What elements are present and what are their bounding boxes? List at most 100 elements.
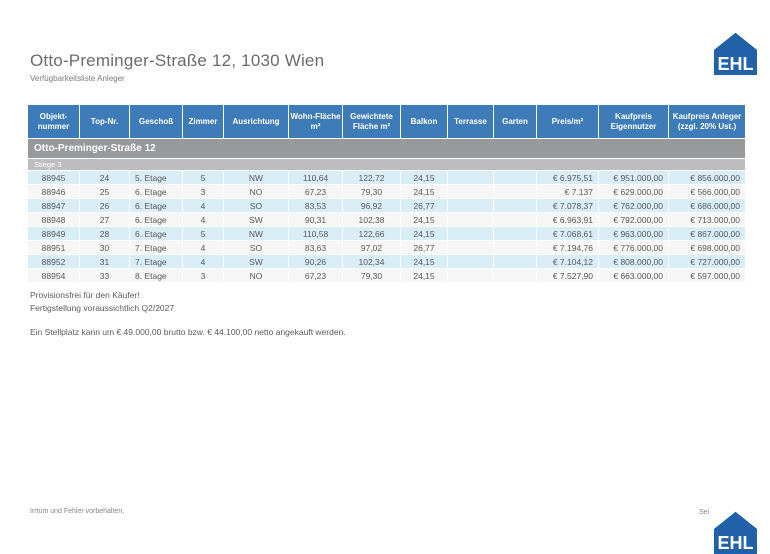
table-cell: 122,72 bbox=[342, 170, 401, 185]
column-header: Geschoß bbox=[129, 104, 183, 139]
table-cell: € 727.000,00 bbox=[668, 254, 746, 269]
table-cell bbox=[493, 226, 537, 241]
table-cell: 4 bbox=[182, 198, 224, 213]
table-cell: € 7.194,76 bbox=[536, 240, 599, 255]
table-cell bbox=[447, 240, 494, 255]
table-cell bbox=[493, 240, 537, 255]
table-cell bbox=[493, 198, 537, 213]
table-cell: 88951 bbox=[27, 240, 80, 255]
table-cell bbox=[493, 184, 537, 199]
table-cell: NO bbox=[223, 184, 289, 199]
table-cell: € 7.068,61 bbox=[536, 226, 599, 241]
table-cell: 88952 bbox=[27, 254, 80, 269]
table-row: 88947 26 6. Etage 4 SO 83,53 96,92 26,77 € 7.078… bbox=[27, 198, 746, 213]
table-cell: 79,30 bbox=[342, 184, 401, 199]
table-cell bbox=[493, 170, 537, 185]
table-cell: 24,15 bbox=[400, 170, 448, 185]
svg-text:EHL: EHL bbox=[718, 533, 754, 553]
table-cell: € 856.000,00 bbox=[668, 170, 746, 185]
table-cell: € 713.000,00 bbox=[668, 212, 746, 227]
page-subtitle: Verfügbarkeitsliste Anleger bbox=[30, 74, 125, 83]
table-cell bbox=[447, 226, 494, 241]
table-cell: 102,38 bbox=[342, 212, 401, 227]
column-header: Gewichtete Fläche m² bbox=[342, 104, 401, 139]
page-title: Otto-Preminger-Straße 12, 1030 Wien bbox=[30, 51, 325, 70]
column-header: Garten bbox=[493, 104, 537, 139]
table-cell: 30 bbox=[79, 240, 130, 255]
table-cell: € 951.000,00 bbox=[598, 170, 669, 185]
column-header: Objekt-nummer bbox=[27, 104, 80, 139]
table-cell: 122,66 bbox=[342, 226, 401, 241]
table-cell bbox=[493, 254, 537, 269]
table-cell: € 963.000,00 bbox=[598, 226, 669, 241]
table-cell: € 867.000,00 bbox=[668, 226, 746, 241]
table-cell: € 698.000,00 bbox=[668, 240, 746, 255]
table-cell bbox=[447, 212, 494, 227]
table-cell: € 6.963,91 bbox=[536, 212, 599, 227]
notes-block: Provisionsfrei für den Käufer! Fertigste… bbox=[30, 289, 346, 339]
table-cell bbox=[447, 184, 494, 199]
table-cell: 7. Etage bbox=[129, 254, 183, 269]
table-cell: 24,15 bbox=[400, 268, 448, 283]
column-header: Kaufpreis Eigennutzer bbox=[598, 104, 669, 139]
table-body: Otto-Preminger-Straße 12 Stiege 3 88945 2… bbox=[27, 138, 746, 283]
group-header-label: Otto-Preminger-Straße 12 bbox=[27, 138, 746, 159]
table-cell: 96,92 bbox=[342, 198, 401, 213]
table-cell: SW bbox=[223, 212, 289, 227]
table-cell: 6. Etage bbox=[129, 226, 183, 241]
availability-table: Objekt-nummer Top-Nr. Geschoß Zimmer Ausrich… bbox=[27, 104, 746, 283]
table-cell bbox=[447, 170, 494, 185]
table-cell bbox=[447, 254, 494, 269]
table-cell: 90,31 bbox=[288, 212, 343, 227]
table-cell: 97,02 bbox=[342, 240, 401, 255]
table-cell: 6. Etage bbox=[129, 212, 183, 227]
table-cell: 110,64 bbox=[288, 170, 343, 185]
table-cell: 24,15 bbox=[400, 226, 448, 241]
column-header: Top-Nr. bbox=[79, 104, 130, 139]
table-cell: NW bbox=[223, 170, 289, 185]
table-cell: 83,63 bbox=[288, 240, 343, 255]
table-cell: SO bbox=[223, 198, 289, 213]
table-cell: 90,26 bbox=[288, 254, 343, 269]
note-completion: Fertigstellung voraussichtlich Q2/2027 bbox=[30, 303, 175, 313]
svg-text:EHL: EHL bbox=[718, 54, 754, 74]
subgroup-header-row: Stiege 3 bbox=[27, 158, 746, 171]
table-cell: 24 bbox=[79, 170, 130, 185]
table-cell: 25 bbox=[79, 184, 130, 199]
table-cell: 24,15 bbox=[400, 212, 448, 227]
table-cell: 88948 bbox=[27, 212, 80, 227]
table-cell: 8. Etage bbox=[129, 268, 183, 283]
table-cell: € 7.078,37 bbox=[536, 198, 599, 213]
table-cell: 26 bbox=[79, 198, 130, 213]
table-cell: € 597.000,00 bbox=[668, 268, 746, 283]
table-cell: € 7.527,90 bbox=[536, 268, 599, 283]
table-row: 88945 24 5. Etage 5 NW 110,64 122,72 24,15 € 6.9… bbox=[27, 170, 746, 185]
table-cell: 28 bbox=[79, 226, 130, 241]
subgroup-header-label: Stiege 3 bbox=[27, 158, 746, 171]
table-cell: 110,58 bbox=[288, 226, 343, 241]
column-header: Wohn-Fläche m² bbox=[288, 104, 343, 139]
table-cell: SW bbox=[223, 254, 289, 269]
table-cell: € 6.975,51 bbox=[536, 170, 599, 185]
table-cell bbox=[493, 212, 537, 227]
column-header: Preis/m² bbox=[536, 104, 599, 139]
table-cell: 7. Etage bbox=[129, 240, 183, 255]
column-header: Zimmer bbox=[182, 104, 224, 139]
table-cell: € 808.000,00 bbox=[598, 254, 669, 269]
table-cell: 4 bbox=[182, 212, 224, 227]
page-number-text: Sei bbox=[699, 509, 710, 516]
table-cell: 26,77 bbox=[400, 198, 448, 213]
table-cell: 24,15 bbox=[400, 254, 448, 269]
table-row: 88952 31 7. Etage 4 SW 90,26 102,34 24,15 € 7.10… bbox=[27, 254, 746, 269]
notes-spacer bbox=[30, 315, 346, 326]
table-cell: SO bbox=[223, 240, 289, 255]
note-provision: Provisionsfrei für den Käufer! bbox=[30, 290, 140, 300]
table-cell: NO bbox=[223, 268, 289, 283]
column-header: Kaufpreis Anleger (zzgl. 20% Ust.) bbox=[668, 104, 746, 139]
table-cell: 102,34 bbox=[342, 254, 401, 269]
table-cell: 4 bbox=[182, 240, 224, 255]
table-cell: 88949 bbox=[27, 226, 80, 241]
table-cell: € 792.000,00 bbox=[598, 212, 669, 227]
table-cell: € 776.000,00 bbox=[598, 240, 669, 255]
table-cell: 6. Etage bbox=[129, 198, 183, 213]
